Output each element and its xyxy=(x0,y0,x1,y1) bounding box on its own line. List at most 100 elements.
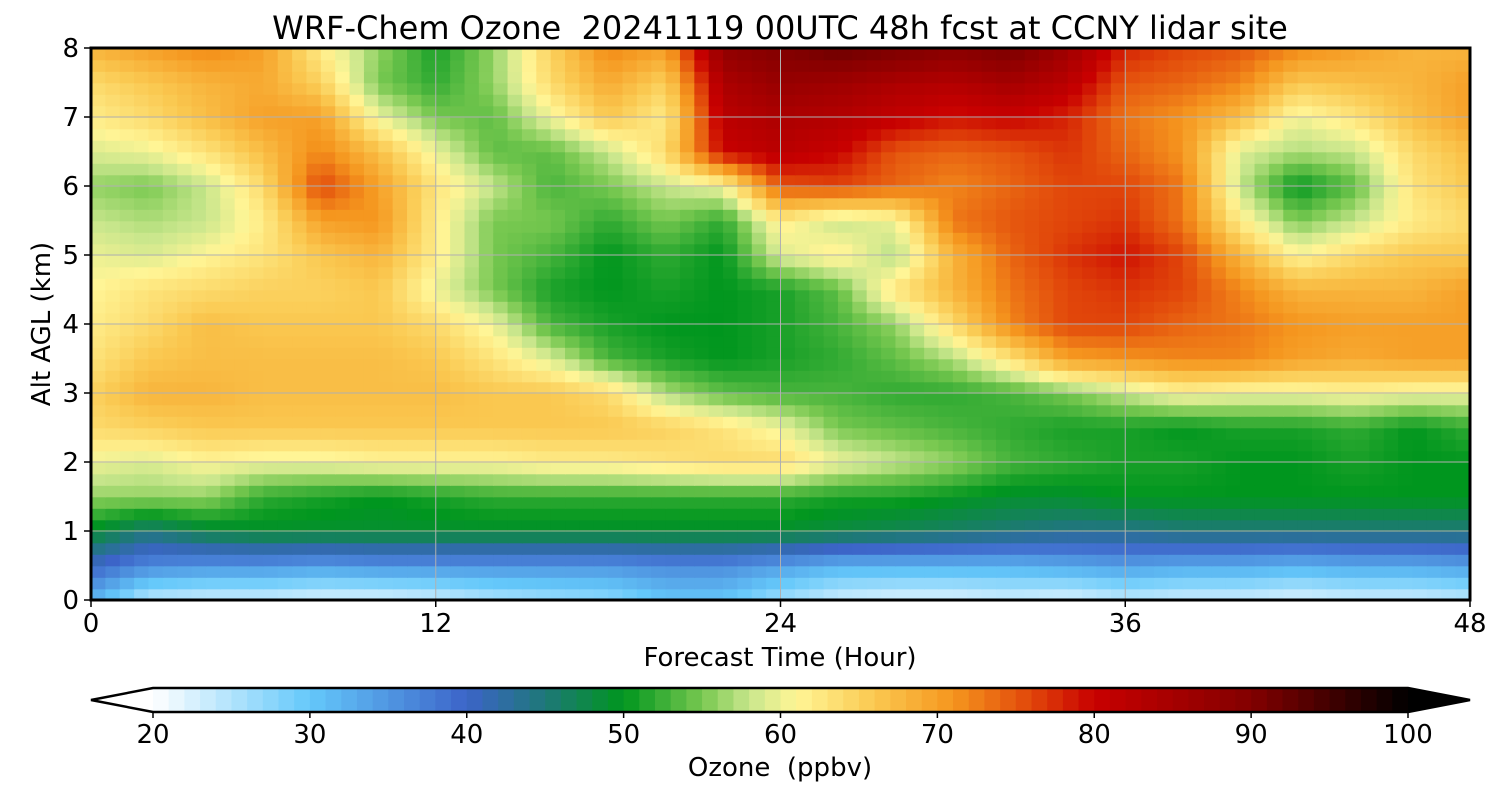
heatmap-cell xyxy=(967,347,983,360)
heatmap-cell xyxy=(1412,427,1428,440)
heatmap-cell xyxy=(938,370,954,383)
heatmap-cell xyxy=(837,232,854,245)
heatmap-cell xyxy=(1383,186,1399,199)
heatmap-cell xyxy=(1053,358,1069,371)
heatmap-cell xyxy=(1426,393,1443,406)
heatmap-cell xyxy=(220,370,236,383)
heatmap-cell xyxy=(1024,232,1040,245)
heatmap-cell xyxy=(1110,220,1127,233)
heatmap-cell xyxy=(665,508,681,521)
heatmap-cell xyxy=(378,140,394,153)
heatmap-cell xyxy=(464,450,480,463)
heatmap-cell xyxy=(306,289,322,302)
heatmap-cell xyxy=(981,508,997,521)
heatmap-cell xyxy=(1398,232,1414,245)
heatmap-cell xyxy=(148,462,164,475)
heatmap-cell xyxy=(881,197,897,210)
heatmap-cell xyxy=(1268,289,1285,302)
heatmap-cell xyxy=(450,312,466,325)
heatmap-cell xyxy=(895,462,911,475)
heatmap-cell xyxy=(1082,186,1098,199)
heatmap-cell xyxy=(220,186,236,199)
heatmap-cell xyxy=(881,542,897,555)
heatmap-cell xyxy=(766,554,782,567)
heatmap-cell xyxy=(1441,324,1457,337)
heatmap-cell xyxy=(507,243,523,256)
heatmap-cell xyxy=(679,209,696,222)
heatmap-cell xyxy=(938,588,954,600)
heatmap-cell xyxy=(565,163,581,176)
heatmap-cell xyxy=(1297,381,1313,394)
heatmap-cell xyxy=(1254,117,1270,130)
heatmap-cell xyxy=(1211,151,1227,164)
heatmap-cell xyxy=(191,393,207,406)
heatmap-cell xyxy=(1355,266,1371,279)
heatmap-cell xyxy=(234,473,250,486)
heatmap-cell xyxy=(91,71,107,84)
heatmap-cell xyxy=(852,427,868,440)
heatmap-cell xyxy=(1110,117,1127,130)
heatmap-cell xyxy=(622,105,638,118)
heatmap-cell xyxy=(1211,565,1227,578)
heatmap-cell xyxy=(967,450,983,463)
heatmap-cell xyxy=(363,278,380,291)
heatmap-cell xyxy=(780,278,796,291)
heatmap-cell xyxy=(1010,289,1026,302)
heatmap-cell xyxy=(1125,48,1141,61)
heatmap-cell xyxy=(363,450,380,463)
heatmap-cell xyxy=(766,232,782,245)
heatmap-cell xyxy=(981,289,997,302)
heatmap-cell xyxy=(1024,358,1040,371)
heatmap-cell xyxy=(450,163,466,176)
heatmap-cell xyxy=(1326,140,1342,153)
heatmap-cell xyxy=(536,485,552,498)
heatmap-cell xyxy=(1355,416,1371,429)
heatmap-cell xyxy=(1254,82,1270,95)
heatmap-cell xyxy=(1240,519,1256,532)
heatmap-cell xyxy=(593,209,609,222)
heatmap-cell xyxy=(536,209,552,222)
heatmap-cell xyxy=(550,209,566,222)
heatmap-cell xyxy=(1010,404,1026,417)
heatmap-cell xyxy=(435,358,451,371)
heatmap-cell xyxy=(119,289,135,302)
heatmap-cell xyxy=(134,82,150,95)
heatmap-cell xyxy=(507,496,523,509)
heatmap-cell xyxy=(1254,358,1270,371)
heatmap-cell xyxy=(565,393,581,406)
heatmap-cell xyxy=(1455,416,1470,429)
heatmap-cell xyxy=(521,266,538,279)
heatmap-cell xyxy=(1024,220,1040,233)
heatmap-cell xyxy=(1139,301,1155,314)
heatmap-cell xyxy=(478,255,494,268)
heatmap-cell xyxy=(967,82,983,95)
heatmap-cell xyxy=(105,416,121,429)
heatmap-cell xyxy=(478,416,494,429)
heatmap-cell xyxy=(493,105,509,118)
heatmap-cell xyxy=(277,324,293,337)
heatmap-cell xyxy=(636,243,653,256)
colorbar-segment xyxy=(1360,688,1378,712)
heatmap-cell xyxy=(837,94,854,107)
heatmap-cell xyxy=(507,473,523,486)
heatmap-cell xyxy=(1254,462,1270,475)
heatmap-cell xyxy=(464,473,480,486)
heatmap-cell xyxy=(766,243,782,256)
heatmap-cell xyxy=(1211,174,1227,187)
heatmap-cell xyxy=(967,232,983,245)
heatmap-cell xyxy=(1125,312,1141,325)
heatmap-cell xyxy=(1082,278,1098,291)
heatmap-cell xyxy=(464,163,480,176)
heatmap-cell xyxy=(507,82,523,95)
heatmap-cell xyxy=(895,588,911,600)
heatmap-cell xyxy=(292,577,308,590)
heatmap-cell xyxy=(679,301,696,314)
heatmap-cell xyxy=(1283,59,1299,72)
heatmap-cell xyxy=(1168,82,1184,95)
heatmap-cell xyxy=(1139,531,1155,544)
heatmap-cell xyxy=(205,163,222,176)
heatmap-cell xyxy=(249,358,265,371)
heatmap-cell xyxy=(694,82,710,95)
y-axis-label: Alt AGL (km) xyxy=(27,242,57,406)
heatmap-cell xyxy=(536,232,552,245)
